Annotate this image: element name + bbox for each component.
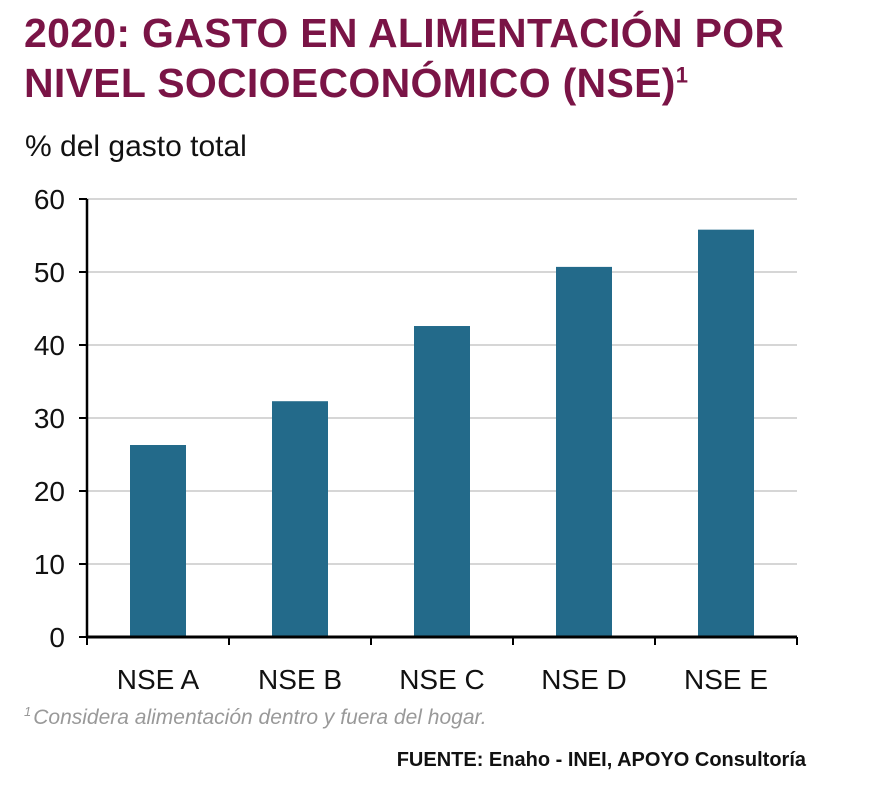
y-tick-label: 0 <box>49 622 65 653</box>
bar-nse-e <box>698 229 754 637</box>
footnote-marker: 1 <box>24 704 32 719</box>
x-tick-label: NSE B <box>258 664 342 695</box>
footnote-text: Considera alimentación dentro y fuera de… <box>33 706 487 729</box>
tick-labels: 0 10 20 30 40 50 60 NSE A NSE B NSE C NSE D NSE E <box>34 184 768 695</box>
x-tick-label: NSE C <box>399 664 485 695</box>
y-tick-label: 10 <box>34 549 65 580</box>
y-tick-label: 40 <box>34 330 65 361</box>
bar-nse-a <box>130 445 186 637</box>
bar-nse-d <box>556 266 612 637</box>
axes <box>79 198 798 645</box>
bar-nse-c <box>414 326 470 637</box>
chart-title-text: 2020: GASTO EN ALIMENTACIÓN POR NIVEL SO… <box>24 10 785 106</box>
chart-title: 2020: GASTO EN ALIMENTACIÓN POR NIVEL SO… <box>24 8 884 108</box>
x-tick-label: NSE A <box>117 664 200 695</box>
title-footnote-marker: 1 <box>675 62 689 88</box>
y-tick-label: 50 <box>34 257 65 288</box>
y-tick-label: 20 <box>34 476 65 507</box>
y-tick-label: 30 <box>34 403 65 434</box>
footnote: 1Considera alimentación dentro y fuera d… <box>24 704 487 730</box>
bar-chart: 0 10 20 30 40 50 60 NSE A NSE B NSE C NSE D NSE E <box>34 184 798 695</box>
bar-nse-b <box>272 401 328 637</box>
y-tick-label: 60 <box>34 184 65 215</box>
y-axis-label: % del gasto total <box>25 130 247 163</box>
bars <box>130 229 754 637</box>
x-tick-label: NSE E <box>684 664 768 695</box>
source-note: FUENTE: Enaho - INEI, APOYO Consultoría <box>396 749 806 771</box>
x-tick-label: NSE D <box>541 664 627 695</box>
